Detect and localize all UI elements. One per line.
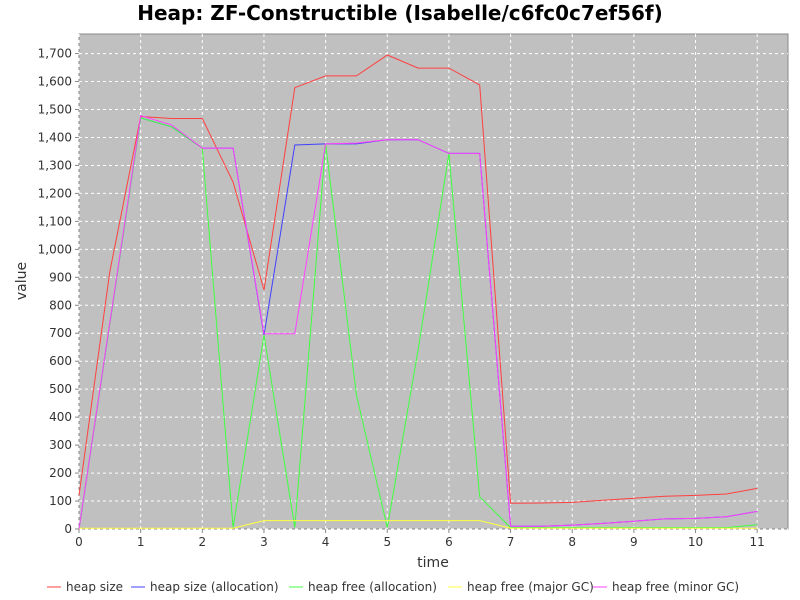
x-tick-label: 6 — [445, 535, 453, 549]
x-tick-label: 10 — [688, 535, 703, 549]
y-tick-label: 1,300 — [38, 158, 72, 172]
x-tick-label: 8 — [568, 535, 576, 549]
legend-item-2: heap free (allocation) — [289, 580, 437, 594]
x-axis-label: time — [417, 555, 449, 571]
legend-label: heap size (allocation) — [150, 580, 279, 594]
plot-area — [78, 33, 789, 530]
y-tick-label: 1,600 — [38, 75, 72, 89]
x-tick-label: 1 — [137, 535, 145, 549]
x-tick-label: 9 — [630, 535, 638, 549]
legend-item-3: heap free (major GC) — [448, 580, 594, 594]
y-tick-label: 0 — [64, 522, 72, 536]
y-tick-label: 1,400 — [38, 130, 72, 144]
x-tick-label: 11 — [750, 535, 765, 549]
legend-item-1: heap size (allocation) — [131, 580, 279, 594]
y-tick-label: 500 — [49, 382, 72, 396]
y-axis: 0 100 200 300 400 500 600 700 800 900 1,000 1,100 1,… — [38, 47, 79, 536]
legend-label: heap free (allocation) — [308, 580, 437, 594]
legend-label: heap free (major GC) — [467, 580, 594, 594]
x-tick-label: 2 — [198, 535, 206, 549]
y-tick-label: 600 — [49, 354, 72, 368]
y-tick-label: 1,500 — [38, 103, 72, 117]
y-tick-label: 700 — [49, 326, 72, 340]
y-tick-label: 400 — [49, 410, 72, 424]
x-tick-label: 5 — [383, 535, 391, 549]
series-line-3 — [79, 520, 758, 529]
y-tick-label: 1,000 — [38, 242, 72, 256]
legend-item-0: heap size — [47, 580, 123, 594]
y-tick-label: 1,700 — [38, 47, 72, 61]
legend: heap size heap size (allocation) heap free… — [47, 580, 739, 594]
y-tick-label: 900 — [49, 270, 72, 284]
y-axis-label: value — [14, 262, 30, 300]
x-tick-label: 7 — [507, 535, 515, 549]
y-tick-label: 300 — [49, 438, 72, 452]
y-tick-label: 800 — [49, 298, 72, 312]
grid-lines — [78, 34, 788, 530]
x-tick-label: 0 — [75, 535, 83, 549]
chart-title: Heap: ZF-Constructible (Isabelle/c6fc0c7… — [137, 1, 663, 25]
y-tick-label: 200 — [49, 466, 72, 480]
y-tick-label: 1,100 — [38, 214, 72, 228]
legend-label: heap free (minor GC) — [612, 580, 739, 594]
y-tick-label: 1,200 — [38, 186, 72, 200]
x-axis: 0 1 2 3 4 5 6 7 8 9 10 11 — [75, 529, 765, 549]
legend-item-4: heap free (minor GC) — [593, 580, 739, 594]
series-line-0 — [78, 54, 758, 504]
x-tick-label: 3 — [260, 535, 268, 549]
series-layer — [78, 54, 758, 530]
legend-label: heap size — [66, 580, 123, 594]
series-line-4 — [78, 115, 758, 530]
series-line-2 — [78, 117, 758, 530]
x-tick-label: 4 — [322, 535, 330, 549]
y-tick-label: 100 — [49, 494, 72, 508]
